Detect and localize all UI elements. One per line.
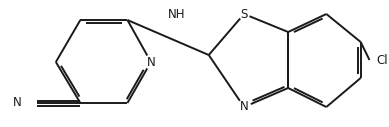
Text: N: N bbox=[147, 55, 155, 68]
Text: S: S bbox=[240, 7, 248, 20]
Text: NH: NH bbox=[168, 7, 185, 20]
Text: N: N bbox=[13, 97, 22, 109]
Text: Cl: Cl bbox=[376, 53, 388, 67]
Text: N: N bbox=[240, 100, 249, 114]
